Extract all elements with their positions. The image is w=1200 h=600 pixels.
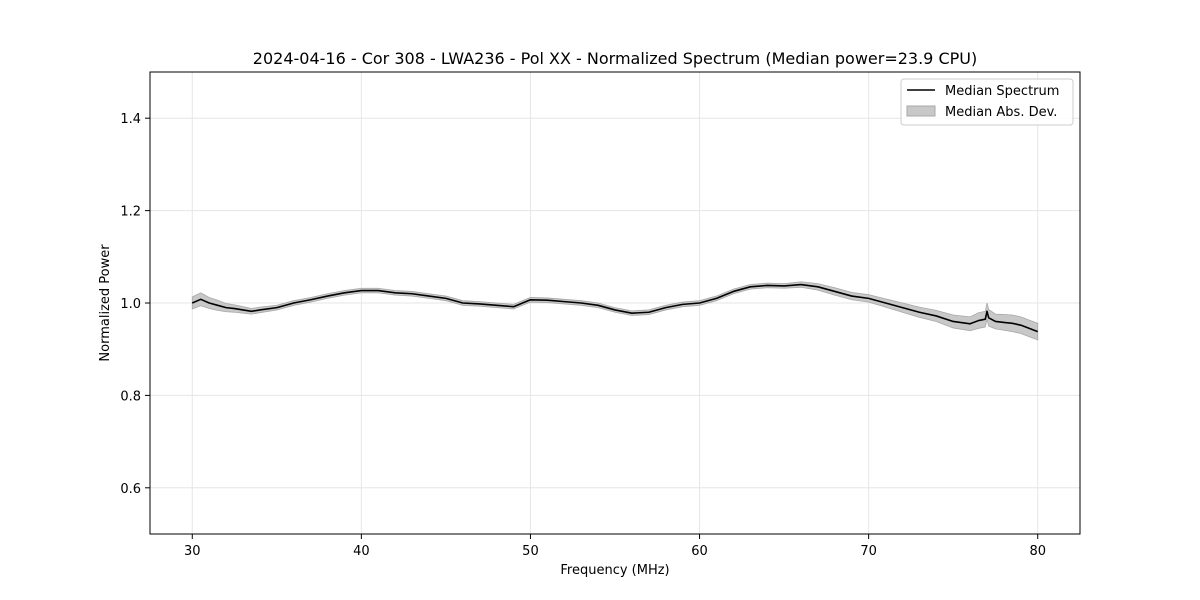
x-axis-label: Frequency (MHz) [560,563,669,578]
median-spectrum-line [191,283,1039,333]
x-tick-label: 70 [860,544,877,559]
y-axis: 0.6 0.8 1.0 1.2 1.4 [120,112,150,497]
x-tick-label: 60 [691,544,708,559]
chart-title: 2024-04-16 - Cor 308 - LWA236 - Pol XX -… [253,49,977,68]
median-abs-dev-band [191,281,1039,341]
y-tick-label: 1.4 [120,112,141,127]
grid [150,72,1080,534]
legend-box [900,78,1074,126]
legend-median-spectrum: Median Spectrum [945,84,1059,99]
x-tick-label: 50 [522,544,539,559]
legend: Median Spectrum Median Abs. Dev. [900,78,1074,126]
y-axis-label: Normalized Power [98,244,113,362]
x-tick-label: 80 [1029,544,1046,559]
x-tick-label: 40 [353,544,370,559]
x-tick-label: 30 [184,544,201,559]
y-tick-label: 0.8 [120,389,141,404]
y-tick-label: 0.6 [120,482,141,497]
x-axis: 30 40 50 60 70 80 [184,534,1046,559]
y-tick-label: 1.2 [120,205,141,220]
legend-band-swatch [906,105,936,117]
y-tick-label: 1.0 [120,297,141,312]
legend-median-abs-dev: Median Abs. Dev. [945,105,1057,120]
